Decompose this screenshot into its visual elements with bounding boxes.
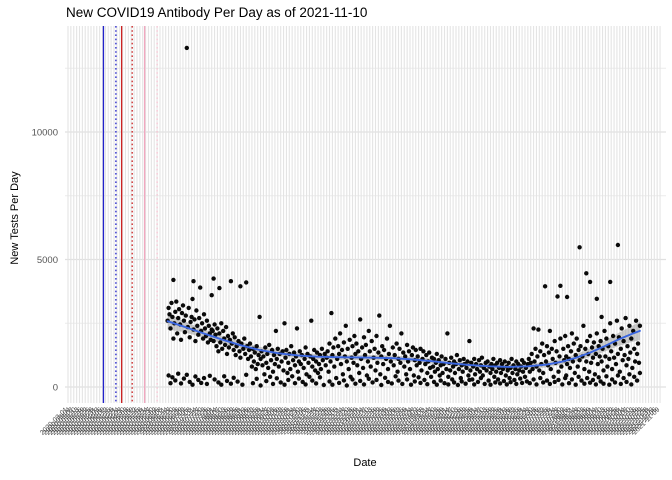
svg-text:5000: 5000 — [37, 255, 58, 266]
x-axis-title: Date — [353, 457, 377, 469]
svg-text:10000: 10000 — [32, 128, 58, 139]
svg-text:0: 0 — [53, 383, 58, 394]
chart-title: New COVID19 Antibody Per Day as of 2021-… — [66, 5, 368, 20]
